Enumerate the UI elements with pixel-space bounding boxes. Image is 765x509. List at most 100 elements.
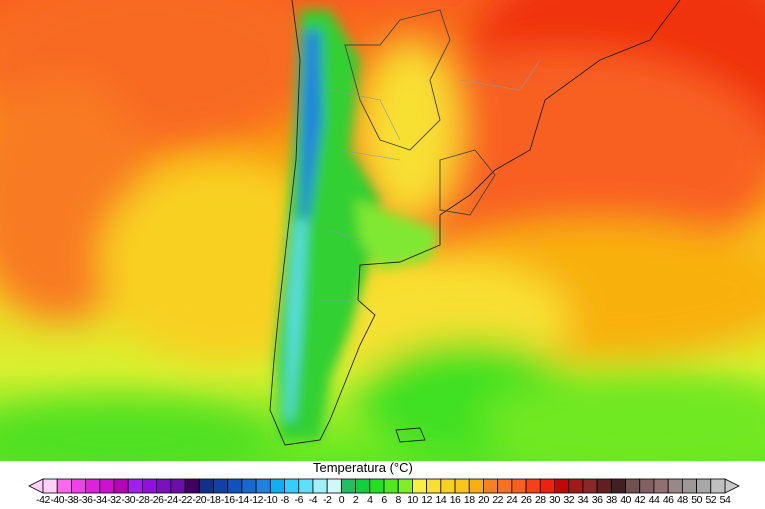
- colorbar-tick-label: 36: [591, 494, 603, 506]
- colorbar-swatch: [653, 478, 669, 494]
- colorbar-tick-label: -10: [263, 494, 278, 506]
- colorbar-swatch: [326, 478, 342, 494]
- colorbar-swatch: [397, 478, 413, 494]
- colorbar-swatch: [412, 478, 428, 494]
- temperature-map: [0, 0, 765, 461]
- colorbar-tick-label: 16: [449, 494, 461, 506]
- colorbar-tick-label: 20: [478, 494, 489, 506]
- colorbar-tick-label: -30: [121, 494, 136, 506]
- colorbar-tick-label: -14: [235, 494, 249, 506]
- coastline-and-borders: [269, 0, 681, 446]
- colorbar-tick-label: -42: [36, 494, 50, 506]
- colorbar-swatch: [71, 478, 87, 494]
- colorbar-tick-label: -12: [249, 494, 263, 506]
- colorbar-swatch: [85, 478, 101, 494]
- colorbar-tick-label: -26: [149, 494, 164, 506]
- colorbar-tick-label: -8: [280, 494, 289, 506]
- colorbar-swatch: [667, 478, 683, 494]
- colorbar-tick-label: -32: [107, 494, 121, 506]
- colorbar-tick-label: 26: [520, 494, 532, 506]
- colorbar-swatch: [625, 478, 641, 494]
- colorbar-swatch: [213, 478, 229, 494]
- colorbar-swatch: [241, 478, 257, 494]
- colorbar-swatch: [426, 478, 442, 494]
- colorbar-tick-label: 22: [492, 494, 503, 506]
- colorbar-tick-label: -4: [308, 494, 318, 506]
- colorbar-tick-label: -6: [294, 494, 304, 506]
- colorbar-tick-label: -40: [50, 494, 65, 506]
- colorbar-swatch: [610, 478, 626, 494]
- land-field: [275, 10, 440, 440]
- colorbar-tick-label: -28: [135, 494, 150, 506]
- colorbar-tick-label: -16: [220, 494, 235, 506]
- colorbar-swatch: [156, 478, 172, 494]
- colorbar-swatch: [554, 478, 570, 494]
- colorbar-tick-label: 40: [620, 494, 631, 506]
- colorbar-swatch: [539, 478, 555, 494]
- colorbar-tick-label: 30: [549, 494, 560, 506]
- colorbar-tick-label: 14: [435, 494, 447, 506]
- colorbar-swatch: [440, 478, 456, 494]
- colorbar-swatch: [284, 478, 300, 494]
- province-borders: [320, 59, 541, 301]
- colorbar-tick-label: 34: [577, 494, 589, 506]
- colorbar-tick-label: 10: [407, 494, 418, 506]
- colorbar-tick-label: 46: [662, 494, 674, 506]
- legend-title: Temperatura (°C): [313, 460, 413, 475]
- colorbar-tick-label: -24: [164, 494, 178, 506]
- colorbar-swatch: [255, 478, 271, 494]
- colorbar-swatch: [525, 478, 541, 494]
- colorbar-tick-label: 6: [381, 494, 387, 506]
- colorbar-swatch: [468, 478, 484, 494]
- colorbar-tick-label: 50: [691, 494, 702, 506]
- colorbar-swatch: [340, 478, 356, 494]
- colorbar-swatch: [568, 478, 584, 494]
- colorbar-swatch: [99, 478, 115, 494]
- colorbar-ticks: -42 -40 -38 -36 -34 -32 -30 -28 -26 -24 -22 -20 -18-…: [0, 494, 765, 508]
- colorbar-tick-label: -38: [64, 494, 79, 506]
- colorbar-swatch: [582, 478, 598, 494]
- colorbar-swatch: [198, 478, 214, 494]
- colorbar-swatch: [227, 478, 243, 494]
- color-legend: Temperatura (°C) -42 -40 -38 -36 -34 -32 -30 -2…: [0, 460, 765, 509]
- colorbar-tick-label: 38: [605, 494, 617, 506]
- colorbar-tick-label: 44: [648, 494, 660, 506]
- colorbar-swatch: [497, 478, 513, 494]
- colorbar-tick-label: 4: [367, 494, 373, 506]
- colorbar-tick-label: 24: [506, 494, 518, 506]
- colorbar-swatch: [56, 478, 72, 494]
- colorbar-swatch: [113, 478, 129, 494]
- colorbar-swatch: [511, 478, 527, 494]
- colorbar-tick-label: -20: [192, 494, 207, 506]
- colorbar-tick-label: 8: [395, 494, 402, 506]
- colorbar-swatch: [142, 478, 158, 494]
- colorbar-tick-label: 32: [563, 494, 575, 506]
- colorbar-swatch: [184, 478, 200, 494]
- colorbar-tick-label: -22: [178, 494, 192, 506]
- colorbar-swatch: [710, 478, 726, 494]
- colorbar-tick-label: 12: [421, 494, 432, 506]
- colorbar-tick-label: 42: [634, 494, 646, 506]
- colorbar-swatch: [383, 478, 399, 494]
- colorbar: [28, 478, 740, 494]
- colorbar-swatch: [312, 478, 328, 494]
- colorbar-swatch: [596, 478, 612, 494]
- colorbar-under-arrow: [28, 478, 44, 494]
- colorbar-tick-label: -34: [92, 494, 107, 506]
- colorbar-tick-label: 52: [705, 494, 717, 506]
- colorbar-tick-label: 48: [677, 494, 688, 506]
- colorbar-tick-label: -36: [78, 494, 93, 506]
- colorbar-swatch: [170, 478, 186, 494]
- colorbar-tick-label: 2: [352, 494, 359, 506]
- colorbar-swatch: [696, 478, 712, 494]
- temperature-field: [0, 0, 765, 461]
- colorbar-tick-label: 54: [719, 494, 731, 506]
- colorbar-swatch: [369, 478, 385, 494]
- colorbar-tick-label: -18: [206, 494, 221, 506]
- colorbar-swatch: [639, 478, 655, 494]
- colorbar-tick-label: 28: [534, 494, 546, 506]
- colorbar-tick-label: -2: [322, 494, 332, 506]
- colorbar-swatch: [42, 478, 58, 494]
- colorbar-tick-label: 18: [463, 494, 475, 506]
- colorbar-swatch: [454, 478, 470, 494]
